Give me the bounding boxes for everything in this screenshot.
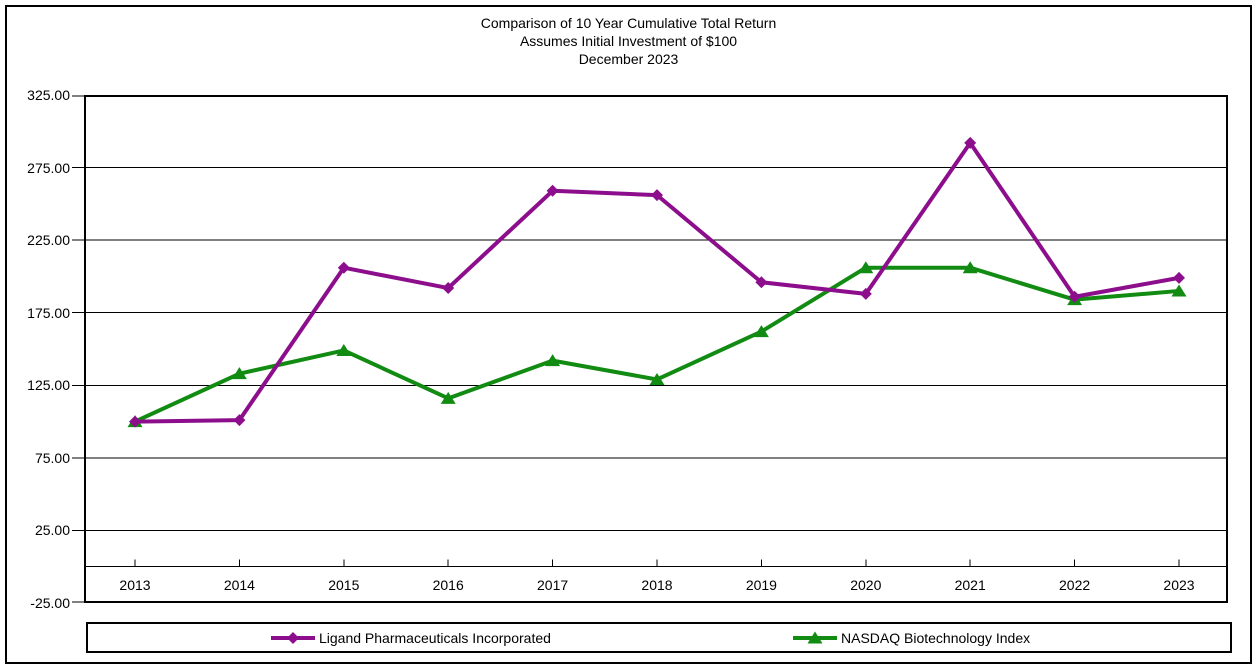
data-point-marker <box>287 631 299 644</box>
x-axis-tick-label: 2018 <box>641 577 673 593</box>
legend-entry-nasdaq: NASDAQ Biotechnology Index <box>792 624 1030 651</box>
data-point-marker <box>231 367 247 380</box>
legend-label-nasdaq: NASDAQ Biotechnology Index <box>841 629 1031 646</box>
data-point-marker <box>649 372 665 385</box>
data-point-marker <box>859 287 872 300</box>
x-axis-tick-label: 2022 <box>1059 577 1091 593</box>
legend-entry-ligand: Ligand Pharmaceuticals Incorporated <box>270 624 551 651</box>
data-point-marker <box>753 325 769 338</box>
y-axis-tick-label: -25.00 <box>30 595 70 611</box>
legend-label-ligand: Ligand Pharmaceuticals Incorporated <box>319 629 551 646</box>
nasdaq-series-marker-icon <box>792 631 838 645</box>
x-axis-tick-label: 2017 <box>537 577 569 593</box>
data-point-marker <box>337 261 350 274</box>
y-axis-tick-label: 275.00 <box>27 159 70 176</box>
data-point-marker <box>1173 271 1185 284</box>
x-axis-tick-label: 2015 <box>328 577 360 593</box>
data-point-marker <box>545 354 561 367</box>
data-point-marker <box>442 282 455 295</box>
x-axis-tick-label: 2019 <box>745 577 777 593</box>
x-axis-tick-label: 2013 <box>119 577 151 593</box>
data-point-marker <box>1068 290 1081 303</box>
y-axis-tick-label: 25.00 <box>34 522 70 539</box>
chart-title-line1: Comparison of 10 Year Cumulative Total R… <box>480 15 777 31</box>
data-point-marker <box>755 276 768 289</box>
chart-title-line3: December 2023 <box>578 51 679 67</box>
data-point-marker <box>336 343 352 356</box>
ligand-series-marker-icon <box>270 631 316 645</box>
x-axis-tick-label: 2020 <box>850 577 882 593</box>
data-point-marker <box>233 414 246 427</box>
y-axis-tick-label: 125.00 <box>27 377 70 394</box>
data-point-marker <box>651 189 663 202</box>
chart-title: Comparison of 10 Year Cumulative Total R… <box>0 14 1257 68</box>
y-axis-tick-label: 225.00 <box>27 232 70 249</box>
data-point-marker <box>807 631 823 643</box>
y-axis-tick-label: 325.00 <box>27 87 70 103</box>
chart-outer-border <box>5 5 1252 664</box>
x-axis-tick-label: 2016 <box>432 577 464 593</box>
data-point-marker <box>962 261 978 274</box>
data-point-marker <box>964 136 977 149</box>
legend-box: Ligand Pharmaceuticals Incorporated NASD… <box>86 622 1232 653</box>
data-point-marker <box>129 415 141 428</box>
x-axis-tick-label: 2014 <box>223 577 255 593</box>
x-axis-tick-label: 2021 <box>954 577 986 593</box>
data-point-marker <box>858 261 874 274</box>
plot-area <box>72 95 1228 603</box>
data-point-marker <box>440 391 456 404</box>
y-axis-tick-label: 75.00 <box>34 449 70 466</box>
data-point-marker <box>546 184 559 197</box>
chart-title-line2: Assumes Initial Investment of $100 <box>519 33 738 49</box>
data-point-marker <box>1171 284 1187 297</box>
y-axis-tick-label: 175.00 <box>27 304 70 321</box>
x-axis-tick-label: 2023 <box>1163 577 1195 593</box>
plot-border <box>84 95 1228 603</box>
